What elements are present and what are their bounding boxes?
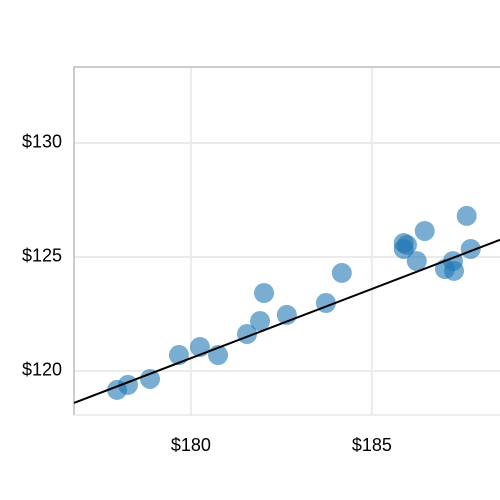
point [444,260,465,281]
point [456,205,477,226]
y-tick-label: $125 [22,246,62,266]
y-tick-label: $130 [22,132,62,152]
x-tick-label: $180 [171,435,211,455]
point [331,262,352,283]
y-tick-label: $120 [22,360,62,380]
point [414,220,435,241]
trend-line [73,238,500,404]
point [254,282,275,303]
plot-frame [73,66,500,415]
point [396,234,417,255]
x-tick-label: $185 [352,435,392,455]
point [140,368,161,389]
point [250,311,271,332]
point [406,251,427,272]
